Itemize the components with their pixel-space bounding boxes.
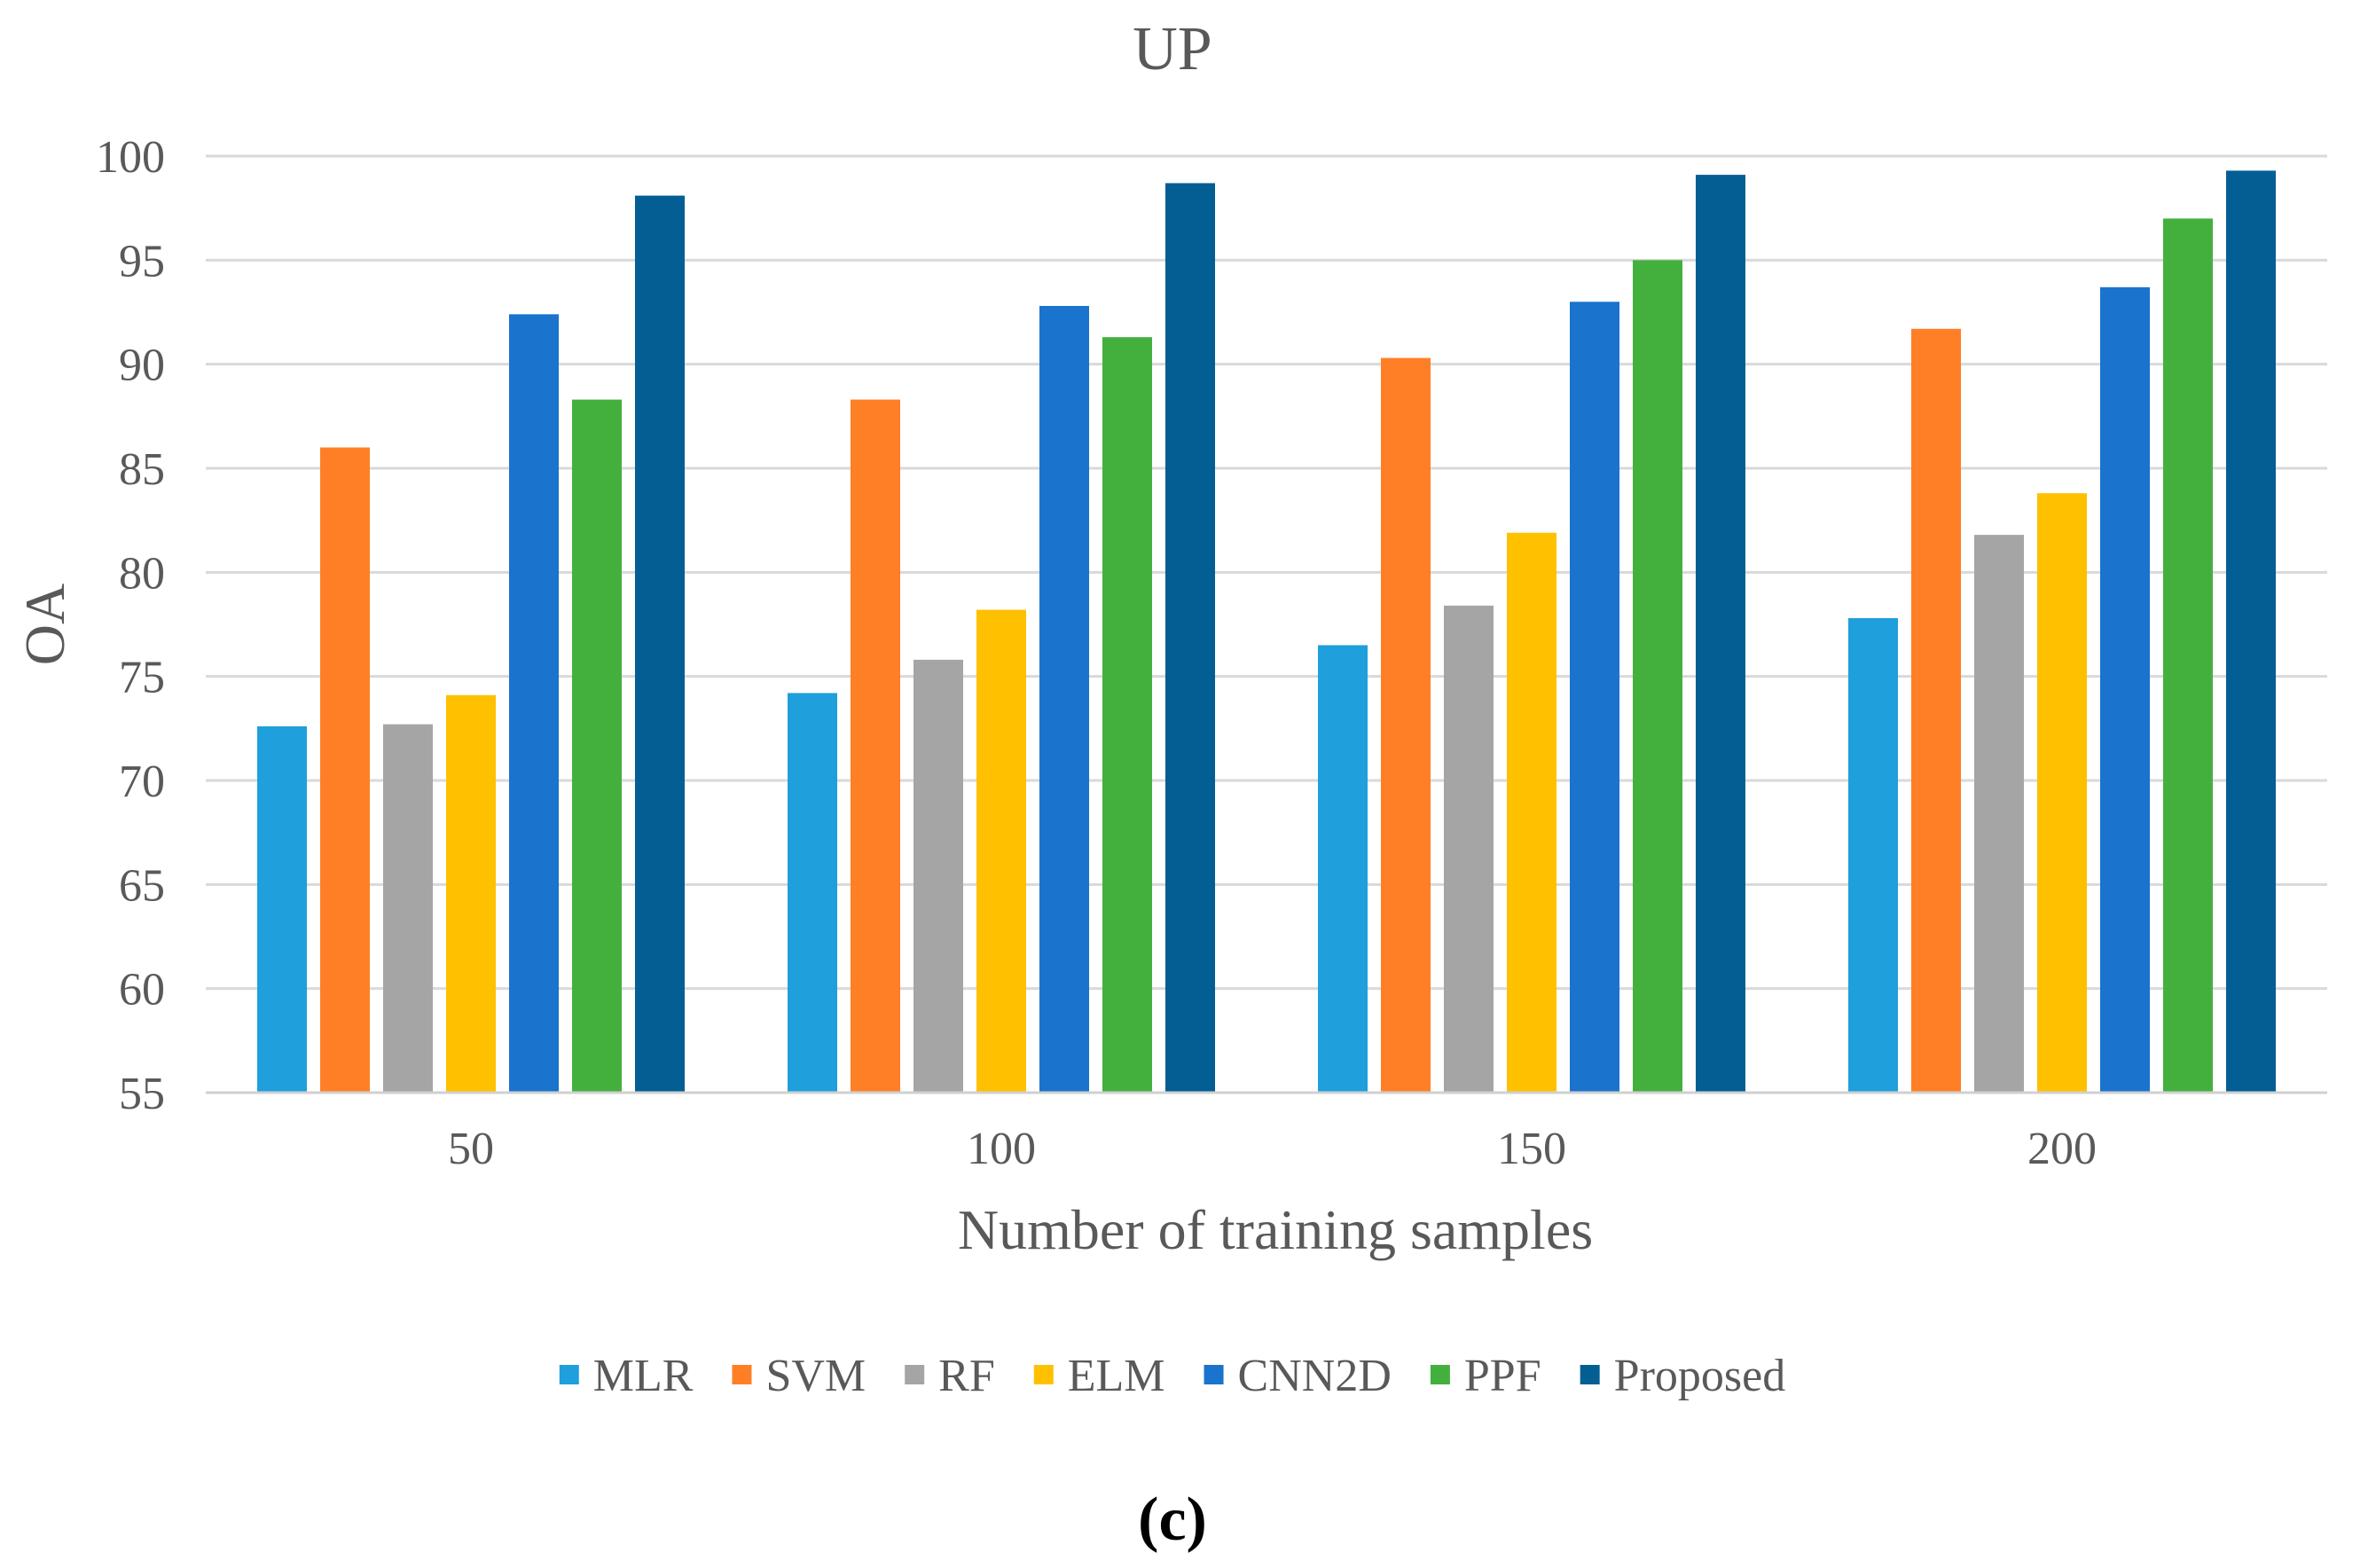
bar-rf-50 (383, 724, 433, 1093)
bar-mlr-50 (257, 725, 307, 1093)
bar-rf-200 (1974, 535, 2024, 1093)
gridlines (206, 154, 2327, 991)
y-tick-label: 75 (119, 653, 165, 703)
y-tick-label: 65 (119, 860, 165, 911)
y-axis-label: OA (13, 584, 76, 665)
bar-svm-200 (1911, 328, 1961, 1094)
bar-ppf-150 (1633, 260, 1682, 1093)
legend-label-elm: ELM (1068, 1351, 1165, 1401)
bar-proposed-50 (635, 195, 685, 1093)
figure-caption: (c) (1138, 1486, 1207, 1554)
bar-cnn2d-150 (1570, 302, 1619, 1093)
bar-rf-100 (913, 659, 963, 1093)
x-tick-label: 50 (448, 1124, 494, 1174)
legend: MLR SVM RF ELM CNN2D PPF Proposed (559, 1351, 1786, 1401)
y-tick-label: 70 (119, 757, 165, 807)
bar-elm-200 (2037, 493, 2087, 1093)
x-axis-label: Number of training samples (958, 1198, 1593, 1261)
bars (257, 170, 2276, 1094)
bar-cnn2d-200 (2100, 286, 2150, 1094)
bar-proposed-150 (1696, 175, 1745, 1093)
chart-title: UP (1133, 15, 1211, 83)
bar-cnn2d-100 (1039, 305, 1089, 1094)
x-axis-ticks: 50 100 150 200 (448, 1124, 2097, 1174)
bar-elm-150 (1507, 532, 1556, 1093)
x-tick-label: 200 (2027, 1124, 2097, 1174)
legend-swatch-mlr (559, 1365, 579, 1384)
legend-label-ppf: PPF (1464, 1351, 1541, 1401)
bar-svm-100 (851, 399, 900, 1093)
legend-swatch-ppf (1430, 1365, 1450, 1384)
bar-proposed-100 (1165, 183, 1215, 1093)
legend-swatch-rf (905, 1365, 925, 1384)
legend-swatch-elm (1033, 1365, 1054, 1384)
legend-swatch-svm (732, 1365, 752, 1384)
bar-mlr-200 (1848, 617, 1898, 1093)
y-tick-label: 90 (119, 341, 165, 391)
bar-proposed-200 (2226, 170, 2276, 1094)
bar-mlr-150 (1318, 645, 1368, 1093)
legend-label-rf: RF (938, 1351, 995, 1401)
y-tick-label: 95 (119, 236, 165, 286)
bar-svm-150 (1381, 357, 1431, 1093)
legend-swatch-proposed (1580, 1365, 1600, 1384)
legend-label-proposed: Proposed (1614, 1351, 1786, 1401)
y-tick-label: 100 (96, 132, 165, 183)
bar-rf-150 (1444, 605, 1494, 1093)
bar-elm-100 (976, 609, 1026, 1093)
bar-svm-50 (320, 447, 370, 1093)
x-tick-label: 150 (1497, 1124, 1566, 1174)
legend-label-svm: SVM (765, 1351, 866, 1401)
bar-elm-50 (446, 694, 496, 1093)
y-tick-label: 80 (119, 548, 165, 599)
y-tick-label: 55 (119, 1069, 165, 1119)
y-tick-label: 60 (119, 965, 165, 1015)
legend-swatch-cnn2d (1204, 1365, 1224, 1384)
bar-cnn2d-50 (509, 314, 559, 1093)
y-axis-ticks: 55 60 65 70 75 80 85 90 95 100 (96, 132, 165, 1119)
bar-ppf-200 (2163, 218, 2213, 1093)
legend-label-cnn2d: CNN2D (1238, 1351, 1392, 1401)
y-tick-label: 85 (119, 444, 165, 495)
bar-mlr-100 (788, 693, 837, 1093)
bar-ppf-50 (572, 399, 622, 1093)
legend-label-mlr: MLR (593, 1351, 694, 1401)
bar-ppf-100 (1102, 337, 1152, 1093)
x-tick-label: 100 (967, 1124, 1036, 1174)
